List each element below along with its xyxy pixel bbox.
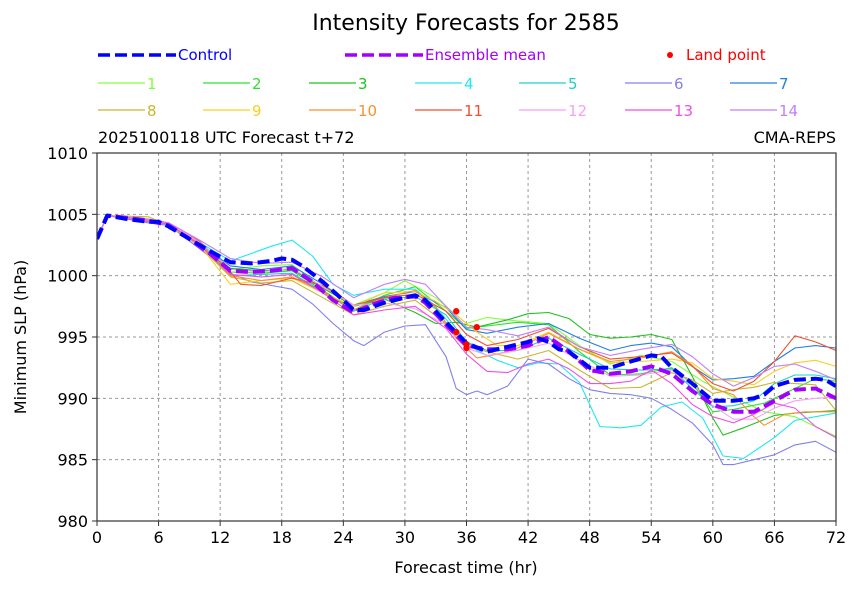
y-axis: 980 985 990 995 1000 1005 1010 [47,144,97,531]
x-tick-label: 72 [826,528,846,547]
legend-label: 10 [358,102,377,120]
x-tick-label: 42 [518,528,538,547]
x-axis: 0 6 12 18 24 30 36 42 48 54 60 66 72 [92,521,846,547]
legend-label: 14 [779,102,798,120]
x-tick-label: 18 [272,528,292,547]
y-axis-label: Minimum SLP (hPa) [11,260,30,414]
series-line-8 [97,215,836,411]
y-tick-label: 1010 [47,144,88,163]
land-point-marker [453,328,460,336]
land-point-marker [453,308,460,315]
land-point-marker [463,344,470,352]
x-axis-label: Forecast time (hr) [394,558,537,577]
series-line-ensemble-mean [97,213,836,414]
x-tick-label: 60 [703,528,723,547]
x-tick-label: 12 [210,528,230,547]
grid [97,153,836,521]
legend-label: 1 [147,75,157,93]
series-line-6 [97,215,836,466]
y-tick-label: 980 [57,512,88,531]
x-tick-label: 30 [395,528,415,547]
series-line-7 [97,215,836,381]
land-points [453,308,480,352]
subtitle-left: 2025100118 UTC Forecast t+72 [98,128,355,147]
series-line-10 [97,215,836,426]
x-tick-label: 36 [456,528,476,547]
subtitle-right: CMA-REPS [754,128,836,147]
legend-label: 12 [568,102,587,120]
legend-label: 3 [358,75,368,93]
legend-label: 13 [674,102,693,120]
y-tick-label: 990 [57,389,88,408]
legend-label: 7 [779,75,789,93]
chart-title: Intensity Forecasts for 2585 [312,11,620,36]
y-tick-label: 1000 [47,267,88,286]
legend-label: Ensemble mean [425,46,546,64]
legend-label: 11 [464,102,483,120]
legend-label: Control [178,46,232,64]
x-tick-label: 24 [333,528,353,547]
x-tick-label: 54 [641,528,661,547]
series-line-3 [97,215,836,436]
legend-label: 6 [674,75,684,93]
legend-swatch-land-point [667,52,673,58]
legend-label: 4 [464,75,474,93]
legend-label: 8 [147,102,157,120]
y-tick-label: 995 [57,328,88,347]
x-tick-label: 66 [764,528,784,547]
legend-label: 2 [252,75,262,93]
land-point-marker [473,323,480,331]
legend-label: Land point [686,46,766,64]
y-tick-label: 1005 [47,205,88,224]
legend-label: 9 [252,102,262,120]
series-line-1 [97,215,836,437]
legend-label: 5 [568,75,578,93]
x-tick-label: 0 [92,528,102,547]
series-line-14 [97,215,836,387]
x-tick-label: 6 [153,528,163,547]
series-line-9 [97,215,836,386]
x-tick-label: 48 [579,528,599,547]
y-tick-label: 985 [57,451,88,470]
series-line-13 [97,215,836,439]
series-line-12 [97,215,836,420]
